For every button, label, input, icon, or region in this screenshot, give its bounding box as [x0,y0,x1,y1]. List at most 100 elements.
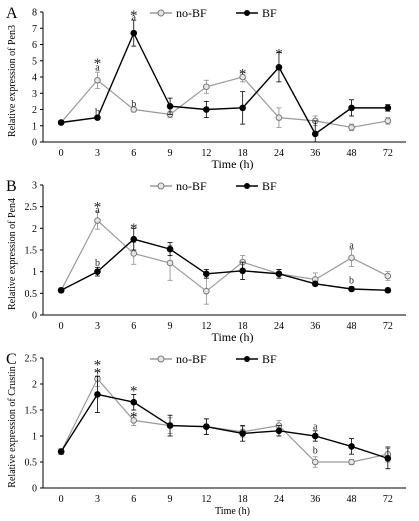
data-point-bf [57,287,65,294]
significance-letter: b [95,107,100,118]
significance-letter: a [349,241,354,252]
y-tick-label: 0 [32,311,37,322]
x-tick-label: 0 [59,494,64,505]
y-tick-label: 2.5 [25,202,38,213]
significance-star: * [130,8,138,24]
data-point-bf [166,245,174,253]
x-tick-label: 24 [274,494,284,505]
data-point-bf [384,104,392,112]
x-axis-label: Time (h) [212,157,254,170]
y-tick-label: 5 [32,56,37,67]
legend-marker-no-bf [157,182,165,190]
data-point-bf [311,432,319,440]
data-point-bf [311,280,319,288]
x-tick-label: 18 [238,494,248,505]
significance-letter: a [132,13,137,24]
data-point-bf [275,63,283,71]
x-tick-label: 48 [347,494,357,505]
x-tick-label: 9 [168,321,173,332]
y-tick-label: 0.5 [25,458,38,469]
data-point-bf [239,430,246,437]
legend-marker-bf [244,183,250,189]
data-point-no-bf [311,458,319,466]
data-point-no-bf [384,272,392,280]
x-tick-label: 18 [238,321,248,332]
x-tick-label: 36 [310,494,320,505]
data-point-bf [384,455,392,462]
data-point-bf [57,119,65,126]
data-point-bf [275,427,283,435]
x-tick-label: 3 [95,494,100,505]
x-tick-label: 3 [95,321,100,332]
significance-letter: a [95,62,100,73]
data-point-no-bf [348,458,355,466]
data-point-bf [384,287,392,294]
data-point-no-bf [94,76,101,84]
data-point-no-bf [384,117,392,125]
data-point-no-bf [275,114,283,121]
x-tick-label: 12 [201,321,211,332]
x-tick-label: 24 [274,321,284,332]
x-tick-label: 72 [383,321,393,332]
significance-letter: b [349,275,354,286]
chart-panel-c: C 0 0.5 1 1.5 2 2.5 0 3 6 9 12 18 24 36 48 72 Time (h) Rel… [0,346,419,516]
x-tick-label: 12 [201,494,211,505]
y-axis-label: Relative expression of Pen4 [7,198,18,310]
chart-panel-b: B 0 0.5 1 1.5 2 2.5 3 0 3 6 9 12 18 24 36 48 72 Time (h) Re… [0,173,419,343]
significance-star: * [130,410,138,426]
legend-label-no-bf: no-BF [176,6,207,20]
panel-label: A [6,5,18,22]
data-point-bf [130,29,138,37]
series-line-no-bf [60,219,389,292]
data-point-bf [203,106,210,113]
x-tick-label: 9 [168,494,173,505]
x-tick-label: 18 [238,148,248,159]
panel-label: B [6,178,17,195]
x-tick-label: 36 [310,148,320,159]
legend-label-bf: BF [262,179,277,193]
data-point-no-bf [130,417,138,424]
legend-marker-bf [244,356,250,362]
x-tick-label: 3 [95,148,100,159]
y-tick-label: 2.5 [25,354,38,365]
data-point-bf [130,398,138,406]
data-point-bf [94,114,101,121]
y-tick-label: 0 [32,138,37,149]
data-point-no-bf [203,287,210,295]
y-tick-label: 3 [32,181,37,192]
significance-letter: b [95,258,100,269]
data-point-bf [348,104,355,112]
y-tick-label: 3 [32,89,37,100]
legend-marker-no-bf [157,355,165,363]
data-point-bf [166,102,174,110]
data-point-bf [239,104,246,112]
x-tick-label: 48 [347,148,357,159]
data-point-bf [130,235,138,243]
data-point-no-bf [239,73,246,81]
x-tick-label: 48 [347,321,357,332]
data-point-bf [239,267,246,275]
data-point-bf [203,270,210,278]
y-tick-label: 0.5 [25,289,38,300]
x-axis-label: Time (h) [215,506,250,516]
series-line-bf [61,31,388,135]
significance-star: * [239,67,247,83]
chart-panel-a: A 0 1 2 3 4 5 6 7 8 0 3 6 9 12 18 24 36 48 72 Time (h) Relati… [0,0,419,170]
panel-label: C [6,351,17,368]
significance-star: * [94,199,102,215]
x-tick-label: 12 [201,148,211,159]
significance-star: * [130,221,138,237]
x-tick-label: 72 [383,148,393,159]
legend-marker-bf [244,10,250,16]
data-point-bf [94,268,101,275]
data-point-bf [166,422,174,429]
legend-label-bf: BF [262,352,277,366]
y-tick-label: 2 [32,224,37,235]
significance-star: * [94,365,102,381]
data-point-no-bf [348,254,355,262]
data-point-bf [94,391,101,398]
